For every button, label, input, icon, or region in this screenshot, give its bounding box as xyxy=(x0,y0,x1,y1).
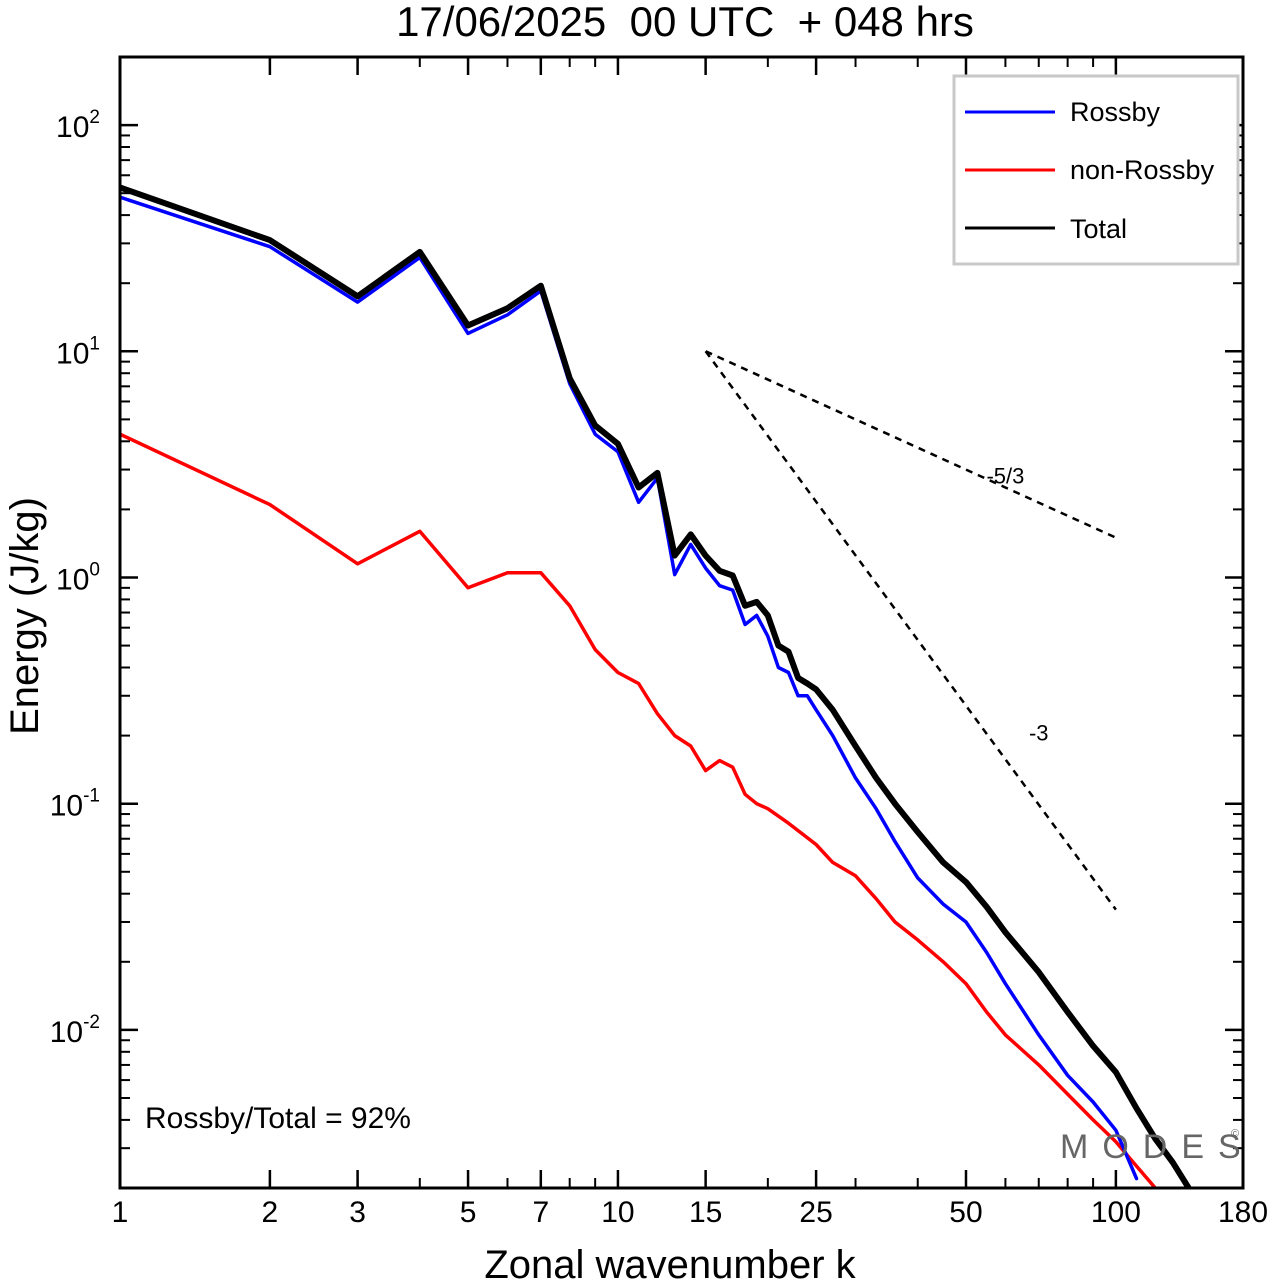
x-tick-label: 10 xyxy=(601,1196,634,1229)
x-tick-label: 50 xyxy=(949,1196,982,1229)
x-tick-label: 3 xyxy=(349,1196,366,1229)
x-tick-label: 5 xyxy=(460,1196,477,1229)
plot-area xyxy=(120,184,1192,1188)
legend-label-total: Total xyxy=(1070,214,1127,244)
reference-slope-line xyxy=(704,350,1117,911)
legend: Rossby non-Rossby Total xyxy=(952,74,1240,266)
series-line-non-rossby xyxy=(120,432,1158,1188)
reference-slope-line xyxy=(705,350,1117,539)
legend-label-rossby: Rossby xyxy=(1070,97,1161,127)
x-tick-label: 1 xyxy=(112,1196,129,1229)
x-tick-label: 25 xyxy=(799,1196,832,1229)
y-tick-label: 10-2 xyxy=(50,1012,100,1049)
x-axis-label: Zonal wavenumber k xyxy=(484,1243,856,1281)
y-tick-label: 102 xyxy=(56,107,100,144)
rossby-total-ratio-annotation: Rossby/Total = 92% xyxy=(145,1102,411,1135)
x-tick-label: 2 xyxy=(262,1196,279,1229)
y-axis-label: Energy (J/kg) xyxy=(3,497,47,735)
series-line-total xyxy=(120,184,1192,1188)
x-tick-label: 7 xyxy=(532,1196,549,1229)
x-tick-label: 180 xyxy=(1218,1196,1268,1229)
reference-slope-label: -3 xyxy=(1029,721,1049,746)
y-tick-label: 10-1 xyxy=(50,786,100,823)
x-tick-label: 15 xyxy=(689,1196,722,1229)
chart-title: 17/06/2025 00 UTC + 048 hrs xyxy=(396,0,974,45)
y-tick-label: 101 xyxy=(56,333,100,370)
modes-watermark: MODES xyxy=(1060,1128,1255,1166)
legend-label-non-rossby: non-Rossby xyxy=(1070,155,1215,185)
y-tick-label: 100 xyxy=(56,559,100,596)
copyright-mark: © xyxy=(1231,1128,1239,1140)
reference-slope-label: -5/3 xyxy=(986,464,1024,489)
x-tick-label: 100 xyxy=(1091,1196,1141,1229)
plot-frame xyxy=(118,55,1245,1190)
x-axis-ticks: 1 2 3 5 7 10 15 25 50 100 180 xyxy=(112,57,1268,1229)
